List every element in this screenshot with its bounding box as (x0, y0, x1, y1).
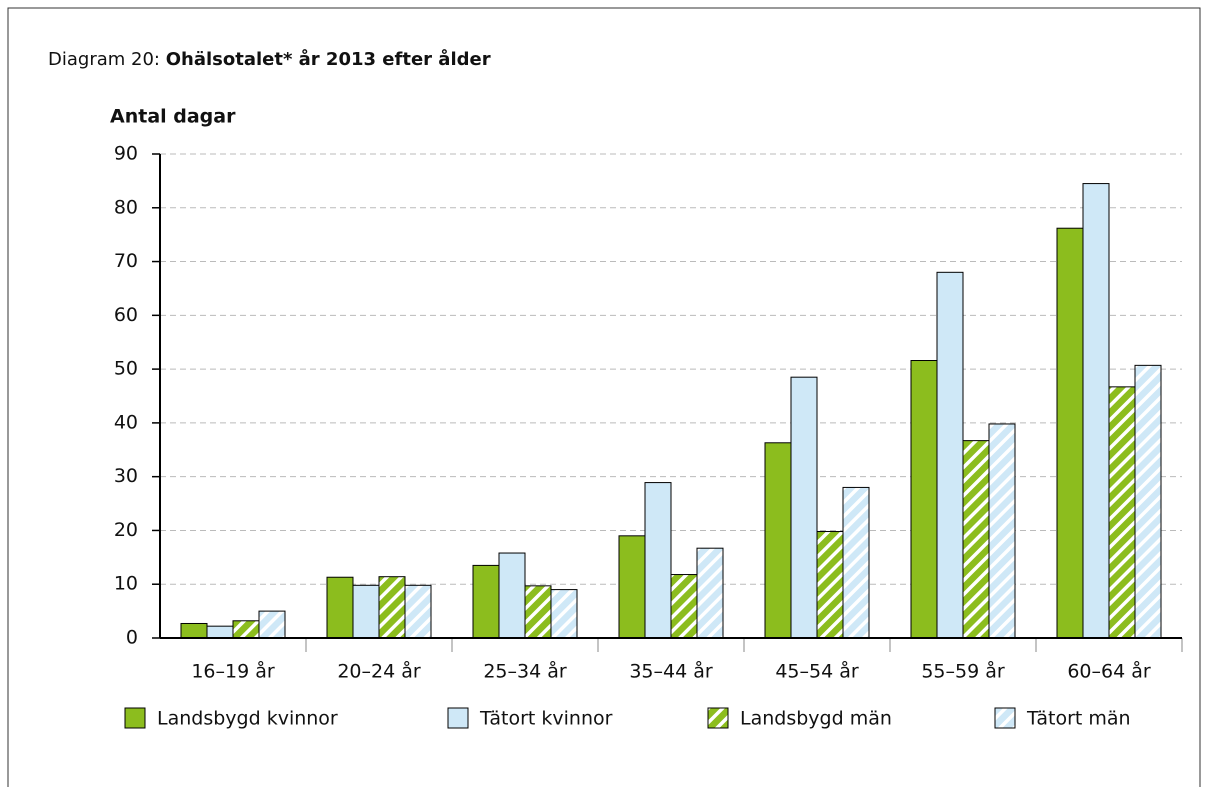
legend-label: Tätort kvinnor (479, 708, 613, 730)
chart-title: Diagram 20: Ohälsotalet* år 2013 efter å… (48, 48, 491, 70)
x-tick-label: 16–19 år (191, 660, 275, 683)
legend-label: Landsbygd män (740, 708, 892, 730)
y-tick-label: 40 (114, 411, 138, 433)
bar (498, 552, 526, 639)
y-axis-label: Antal dagar (110, 106, 236, 128)
bar (910, 360, 938, 639)
bar (644, 482, 672, 639)
legend-label: Landsbygd kvinnor (157, 708, 338, 730)
y-tick-label: 60 (114, 304, 138, 326)
bar (670, 574, 698, 639)
bar (232, 620, 260, 639)
legend-swatch (994, 707, 1016, 729)
y-tick-label: 90 (114, 143, 138, 165)
y-tick-label: 10 (114, 573, 138, 595)
bar (1134, 364, 1162, 639)
bar (936, 271, 964, 639)
bar (764, 442, 792, 639)
bar (696, 547, 724, 639)
bar (1108, 386, 1136, 639)
bar (326, 576, 354, 639)
y-tick-label: 20 (114, 519, 138, 541)
bar (1056, 227, 1084, 639)
bar (1082, 183, 1110, 639)
legend-label: Tätort män (1026, 708, 1131, 730)
bar (404, 584, 432, 639)
x-tick-label: 35–44 år (629, 660, 713, 683)
legend-swatch (124, 707, 146, 729)
bar (962, 440, 990, 639)
frame (7, 7, 1201, 787)
y-tick-label: 50 (114, 358, 138, 380)
bar (988, 423, 1016, 639)
bar (550, 589, 578, 639)
x-tick-label: 60–64 år (1067, 660, 1151, 683)
y-tick-label: 30 (114, 465, 138, 487)
legend-swatch (707, 707, 729, 729)
bar (180, 622, 208, 639)
x-tick-label: 20–24 år (337, 660, 421, 683)
y-tick-label: 70 (114, 250, 138, 272)
title-prefix: Diagram 20: (48, 49, 160, 70)
bar (258, 610, 286, 639)
bar (842, 486, 870, 639)
bar (790, 376, 818, 639)
y-tick-label: 80 (114, 196, 138, 218)
bar (378, 576, 406, 639)
x-tick-label: 55–59 år (921, 660, 1005, 683)
title-main: Ohälsotalet* år 2013 efter ålder (166, 48, 491, 70)
bar (524, 585, 552, 639)
legend-swatch (447, 707, 469, 729)
x-tick-label: 25–34 år (483, 660, 567, 683)
y-tick-label: 0 (126, 627, 138, 649)
bar (816, 531, 844, 639)
bar (352, 584, 380, 639)
bar (472, 564, 500, 639)
x-tick-label: 45–54 år (775, 660, 859, 683)
bar (206, 625, 234, 639)
bar (618, 535, 646, 639)
